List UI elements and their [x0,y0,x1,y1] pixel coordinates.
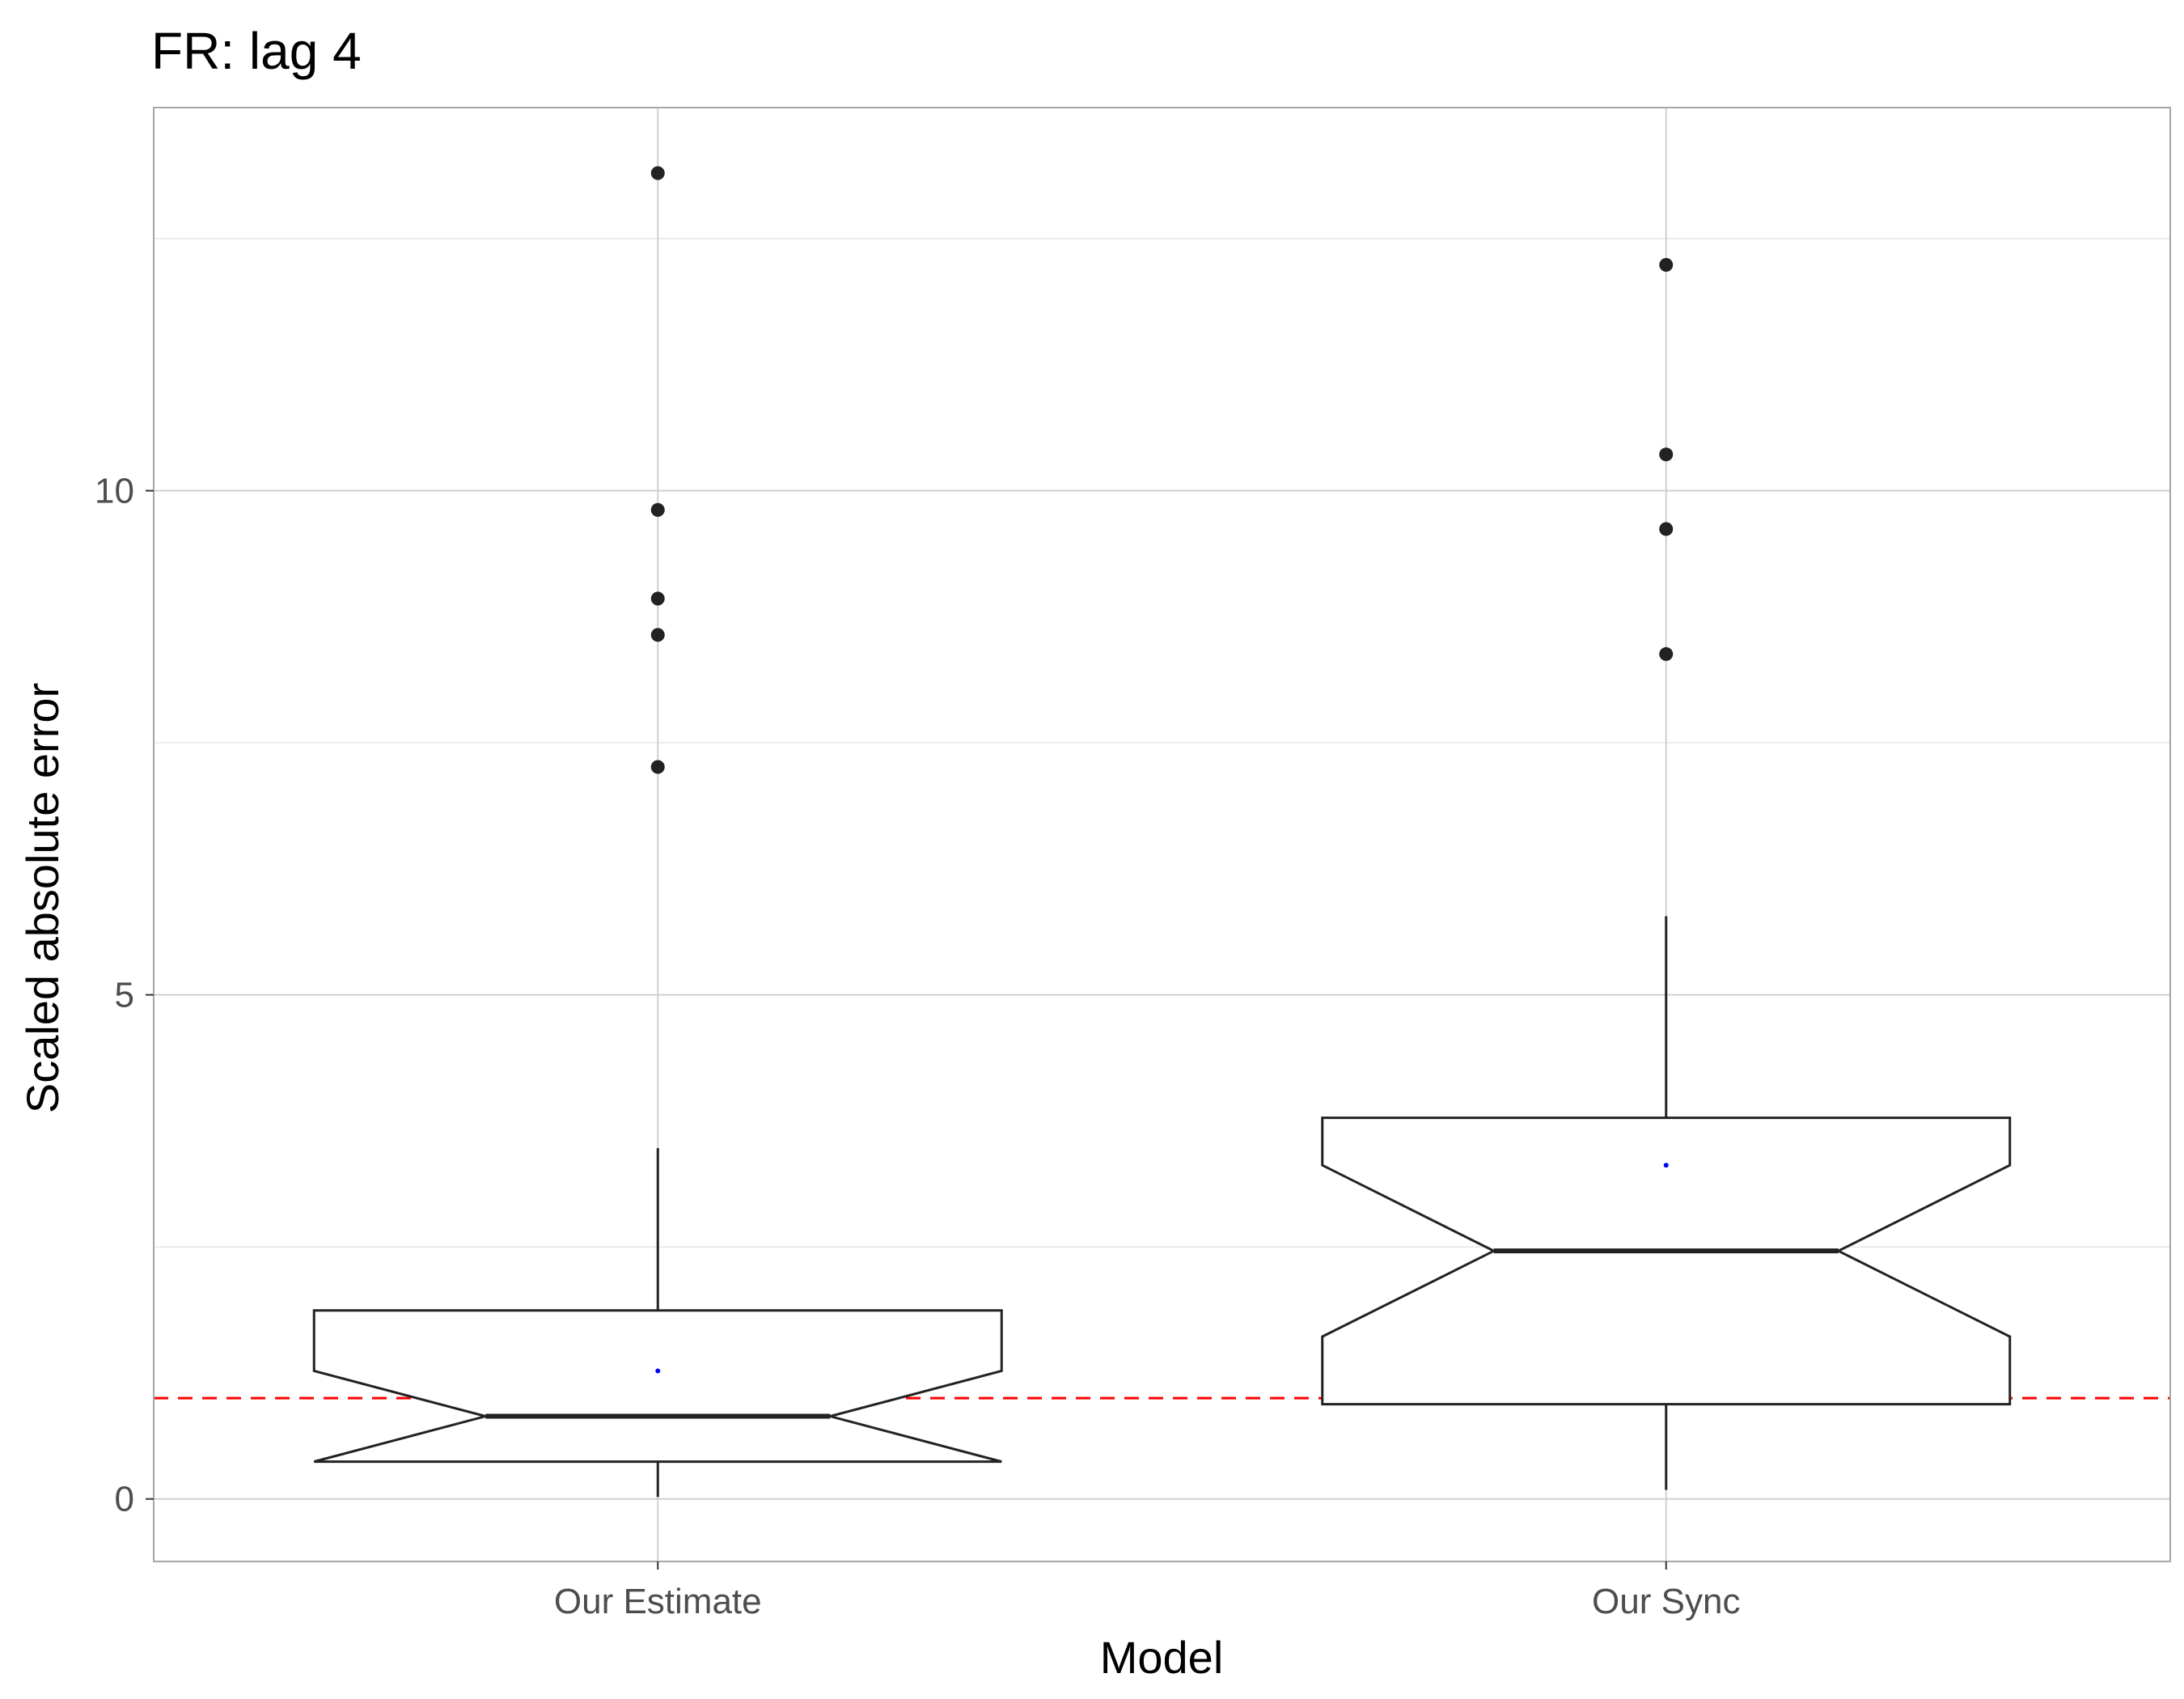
chart-title: FR: lag 4 [151,22,362,80]
mean-point [1663,1163,1669,1168]
grid [154,108,2170,1561]
y-tick-label: 0 [115,1480,134,1519]
y-axis: 0 5 10 [95,472,154,1519]
box-body [312,1309,1003,1464]
x-axis: Our Estimate Our Sync [554,1561,1740,1621]
outlier-point [1659,646,1674,661]
outlier-point [1659,447,1674,462]
x-axis-title: Model [1100,1632,1224,1683]
outlier-point [1659,257,1674,272]
outlier-point [650,166,665,180]
outlier-point [650,760,665,774]
mean-point [655,1368,661,1374]
y-tick-label: 10 [95,472,134,511]
panel-border [153,107,2171,1562]
y-tick-label: 5 [115,976,134,1015]
box-our-estimate [312,166,1003,1498]
outlier-point [650,591,665,606]
x-tick-label: Our Sync [1592,1582,1740,1621]
outlier-point [650,502,665,517]
outlier-point [1659,522,1674,536]
y-axis-title: Scaled absolute error [17,683,68,1113]
box-body [1321,1116,2012,1406]
outlier-point [650,628,665,642]
boxes [312,166,2012,1498]
box-our-sync [1321,257,2012,1490]
x-tick-label: Our Estimate [554,1582,762,1621]
